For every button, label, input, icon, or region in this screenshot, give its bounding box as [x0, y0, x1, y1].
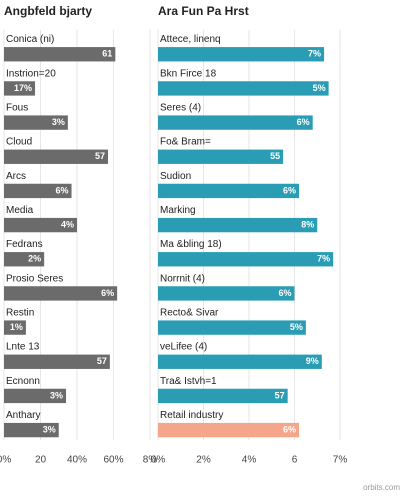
value-label: 6%: [101, 288, 114, 298]
category-label: Fedrans: [6, 239, 43, 250]
bar: [4, 422, 59, 438]
value-label: 2%: [28, 254, 41, 264]
bar: [158, 81, 329, 96]
bar: [158, 183, 300, 199]
value-label: 6%: [283, 424, 296, 434]
bar: [4, 149, 109, 164]
value-label: 57: [275, 390, 285, 400]
category-label: Media: [6, 205, 34, 216]
chart-title: Angbfeld bjarty: [4, 4, 92, 18]
value-label: 7%: [308, 49, 321, 59]
bar: [158, 252, 334, 267]
x-tick-label: 20: [35, 455, 47, 466]
bar: [4, 217, 77, 233]
bar: [158, 149, 284, 164]
bar: [4, 183, 72, 199]
category-label: Lnte 13: [6, 342, 40, 353]
value-label: 6%: [283, 185, 296, 195]
bar: [4, 354, 110, 369]
category-label: Recto& Sivar: [160, 308, 219, 319]
category-label: veLifee (4): [160, 342, 207, 353]
category-label: Instrion=20: [6, 68, 56, 79]
bar: [158, 422, 300, 438]
value-label: 17%: [14, 83, 32, 93]
chart-title: Ara Fun Pa Hrst: [158, 4, 249, 18]
category-label: Conica (ni): [6, 34, 54, 45]
bar: [158, 217, 318, 233]
bar: [158, 115, 313, 130]
value-label: 3%: [43, 424, 56, 434]
value-label: 61: [102, 49, 112, 59]
bar: [158, 354, 322, 369]
value-label: 5%: [290, 322, 303, 332]
value-label: 4%: [61, 219, 74, 229]
bar: [158, 388, 288, 404]
value-label: 9%: [306, 356, 319, 366]
category-label: Fous: [6, 103, 28, 114]
value-label: 6%: [56, 185, 69, 195]
x-tick-label: 6: [292, 455, 298, 466]
value-label: 7%: [317, 254, 330, 264]
bar: [158, 47, 325, 62]
category-label: Ma &bling 18): [160, 239, 222, 250]
category-label: Sudion: [160, 171, 191, 182]
bar: [158, 286, 295, 301]
category-label: Tra& Istvh=1: [160, 376, 217, 387]
value-label: 57: [95, 151, 105, 161]
category-label: Fo& Bram=: [160, 137, 211, 148]
category-label: Marking: [160, 205, 196, 216]
x-tick-label: 4%: [242, 455, 257, 466]
bar: [4, 115, 68, 130]
x-tick-label: 60%: [103, 455, 123, 466]
x-tick-label: 40%: [67, 455, 87, 466]
category-label: Restin: [6, 308, 34, 319]
category-label: Norrnit (4): [160, 273, 205, 284]
bar: [4, 286, 118, 301]
value-label: 3%: [50, 390, 63, 400]
category-label: Retail industry: [160, 410, 223, 421]
x-tick-label: 2%: [196, 455, 211, 466]
value-label: 5%: [313, 83, 326, 93]
value-label: 8%: [301, 219, 314, 229]
category-label: Bkn Firce 18: [160, 68, 217, 79]
value-label: 1%: [10, 322, 23, 332]
x-tick-label: 7%: [333, 455, 348, 466]
bar: [158, 320, 306, 335]
value-label: 55: [270, 151, 280, 161]
value-label: 6%: [278, 288, 291, 298]
value-label: 57: [97, 356, 107, 366]
category-label: Cloud: [6, 137, 32, 148]
category-label: Attece, linenq: [160, 34, 221, 45]
x-tick-label: 0%: [0, 455, 11, 466]
value-label: 6%: [297, 117, 310, 127]
x-tick-label: 8%: [143, 455, 158, 466]
category-label: Ecnonn: [6, 376, 40, 387]
category-label: Anthary: [6, 410, 40, 421]
bar: [4, 47, 116, 62]
bar: [4, 388, 67, 404]
x-tick-label: 0%: [151, 455, 166, 466]
source: orbits.com: [363, 483, 400, 492]
bar: [4, 252, 45, 267]
category-label: Seres (4): [160, 103, 201, 114]
category-label: Prosio Seres: [6, 273, 63, 284]
category-label: Arcs: [6, 171, 26, 182]
value-label: 3%: [52, 117, 65, 127]
bar: [4, 320, 26, 335]
bar: [4, 81, 36, 96]
